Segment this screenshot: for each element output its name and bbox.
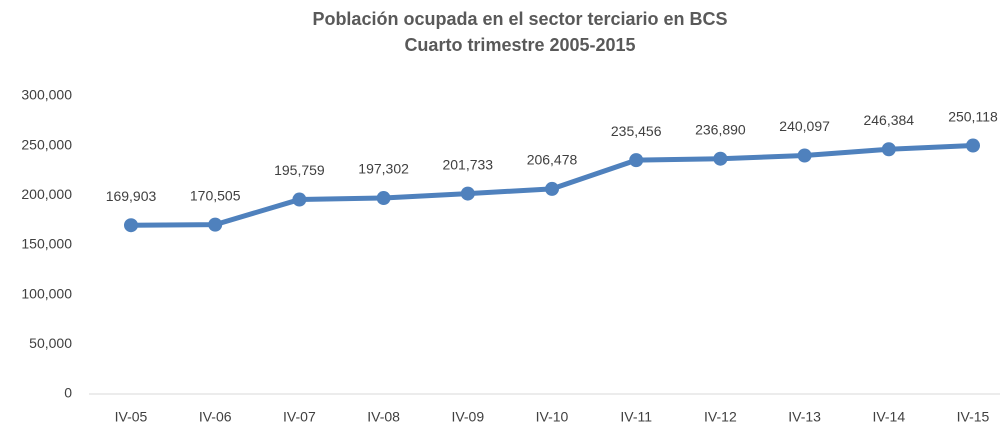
y-tick-label: 300,000: [21, 87, 72, 103]
y-tick-label: 150,000: [21, 236, 72, 252]
marker: [629, 153, 644, 168]
y-tick-label: 50,000: [29, 335, 72, 351]
marker: [713, 151, 728, 166]
data-label: 170,505: [190, 187, 241, 203]
marker: [881, 142, 896, 157]
data-label: 169,903: [106, 188, 157, 204]
marker: [208, 217, 223, 232]
x-tick-label: IV-11: [620, 409, 652, 425]
x-tick-label: IV-15: [957, 409, 990, 425]
marker: [797, 148, 812, 163]
data-label: 250,118: [948, 108, 998, 124]
marker: [966, 138, 980, 153]
marker: [545, 181, 559, 196]
data-label: 201,733: [442, 156, 493, 172]
data-label: 236,890: [695, 121, 746, 137]
x-tick-label: IV-12: [704, 409, 737, 425]
x-tick-label: IV-09: [451, 409, 484, 425]
data-label: 240,097: [779, 118, 830, 134]
data-label: 235,456: [611, 123, 662, 139]
data-label: 195,759: [274, 162, 325, 178]
marker: [460, 186, 475, 201]
marker: [292, 192, 307, 207]
x-tick-label: IV-06: [199, 409, 232, 425]
y-tick-label: 100,000: [21, 285, 72, 301]
data-label: 246,384: [863, 112, 914, 128]
y-tick-label: 0: [64, 385, 72, 401]
x-tick-label: IV-05: [115, 409, 148, 425]
data-label: 197,302: [358, 161, 409, 177]
x-tick-label: IV-14: [872, 409, 905, 425]
x-tick-label: IV-10: [536, 409, 569, 425]
y-tick-label: 250,000: [21, 136, 72, 152]
x-tick-label: IV-13: [788, 409, 821, 425]
x-tick-label: IV-08: [367, 409, 400, 425]
chart-subtitle: Cuarto trimestre 2005-2015: [404, 35, 635, 55]
marker: [124, 218, 138, 233]
marker: [376, 191, 391, 206]
x-tick-label: IV-07: [283, 409, 316, 425]
data-label: 206,478: [527, 152, 578, 168]
y-tick-label: 200,000: [21, 186, 72, 202]
chart-title: Población ocupada en el sector terciario…: [312, 9, 727, 29]
